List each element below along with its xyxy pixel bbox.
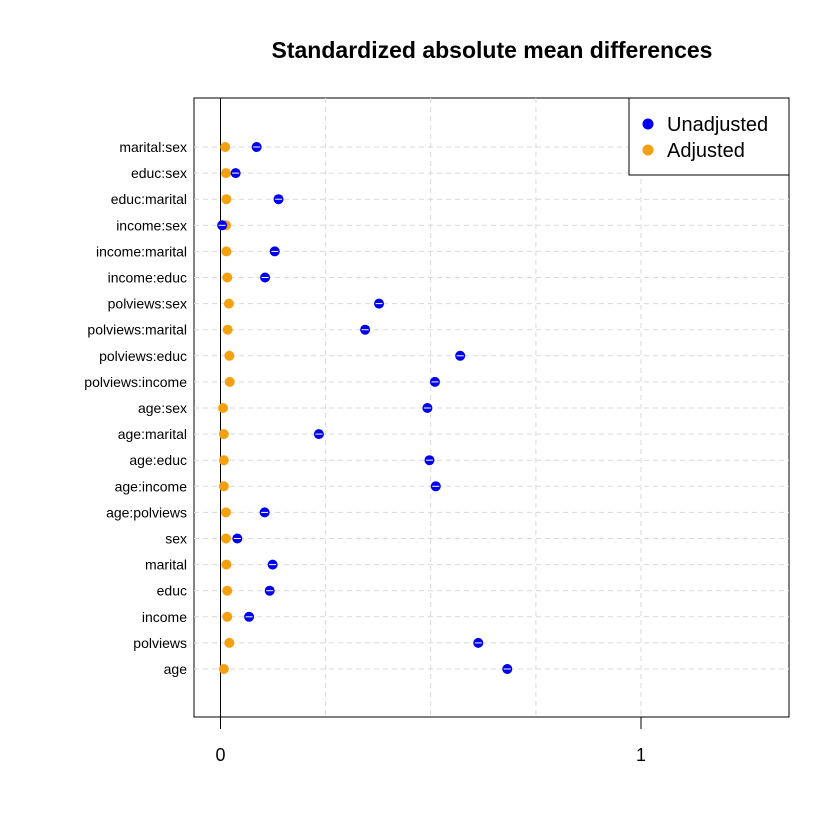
adjusted-point-income-educ (222, 272, 233, 283)
y-label-polviews-income: polviews:income (84, 374, 187, 390)
adjusted-point-income-marital (221, 246, 232, 257)
y-label-income-marital: income:marital (96, 243, 187, 259)
y-label-age: age (164, 661, 188, 677)
legend-adjusted-label: Adjusted (667, 140, 745, 162)
y-label-polviews-marital: polviews:marital (87, 322, 187, 338)
legend-adjusted-marker (642, 144, 654, 156)
adjusted-points (218, 142, 235, 674)
y-label-income-educ: income:educ (108, 270, 187, 286)
adjusted-point-sex (220, 533, 231, 544)
y-label-polviews-educ: polviews:educ (99, 348, 187, 364)
adjusted-point-polviews (224, 637, 235, 648)
legend-box (628, 97, 790, 176)
y-label-sex: sex (165, 531, 187, 547)
adjusted-point-age (218, 664, 229, 674)
legend-unadjusted-marker (642, 118, 654, 130)
y-label-age-income: age:income (115, 478, 188, 494)
y-axis-labels: marital:sex educ:sex educ:marital income:se… (84, 139, 187, 677)
y-label-age-educ: age:educ (129, 452, 187, 468)
legend-unadjusted-label: Unadjusted (667, 114, 768, 136)
adjusted-point-educ-marital (221, 194, 232, 205)
adjusted-point-polviews-income (224, 376, 235, 387)
adjusted-point-marital (221, 559, 232, 570)
adjusted-point-educ-sex (220, 168, 231, 179)
y-label-educ-marital: educ:marital (111, 191, 187, 207)
y-label-polviews: polviews (133, 635, 187, 651)
adjusted-point-age-marital (218, 429, 229, 440)
chart-title: Standardized absolute mean differences (272, 37, 713, 63)
adjusted-point-age-sex (218, 403, 229, 413)
y-label-marital-sex: marital:sex (119, 139, 187, 155)
x-tick-label-0: 0 (215, 745, 225, 765)
adjusted-point-polviews-sex (223, 298, 234, 309)
y-label-age-polviews: age:polviews (106, 504, 187, 520)
horizontal-grid (194, 146, 789, 670)
y-label-educ: educ (157, 583, 187, 599)
unadjusted-points (217, 142, 513, 674)
adjusted-point-age-educ (218, 455, 229, 466)
y-label-polviews-sex: polviews:sex (108, 296, 187, 312)
adjusted-point-polviews-marital (222, 324, 233, 335)
adjusted-point-age-polviews (220, 507, 231, 518)
vertical-grid (325, 98, 642, 717)
adjusted-point-income (222, 611, 233, 622)
y-label-marital: marital (145, 557, 187, 573)
adjusted-point-polviews-educ (224, 350, 235, 361)
y-label-income-sex: income:sex (116, 217, 187, 233)
adjusted-point-marital-sex (220, 142, 231, 152)
y-label-educ-sex: educ:sex (131, 165, 187, 181)
legend: Unadjusted Adjusted (628, 97, 790, 176)
y-label-age-marital: age:marital (118, 426, 187, 442)
y-label-income: income (142, 609, 187, 625)
x-tick-label-1: 1 (636, 745, 646, 765)
adjusted-point-age-income (218, 481, 229, 492)
adjusted-point-educ (222, 585, 233, 596)
y-label-age-sex: age:sex (138, 400, 187, 416)
